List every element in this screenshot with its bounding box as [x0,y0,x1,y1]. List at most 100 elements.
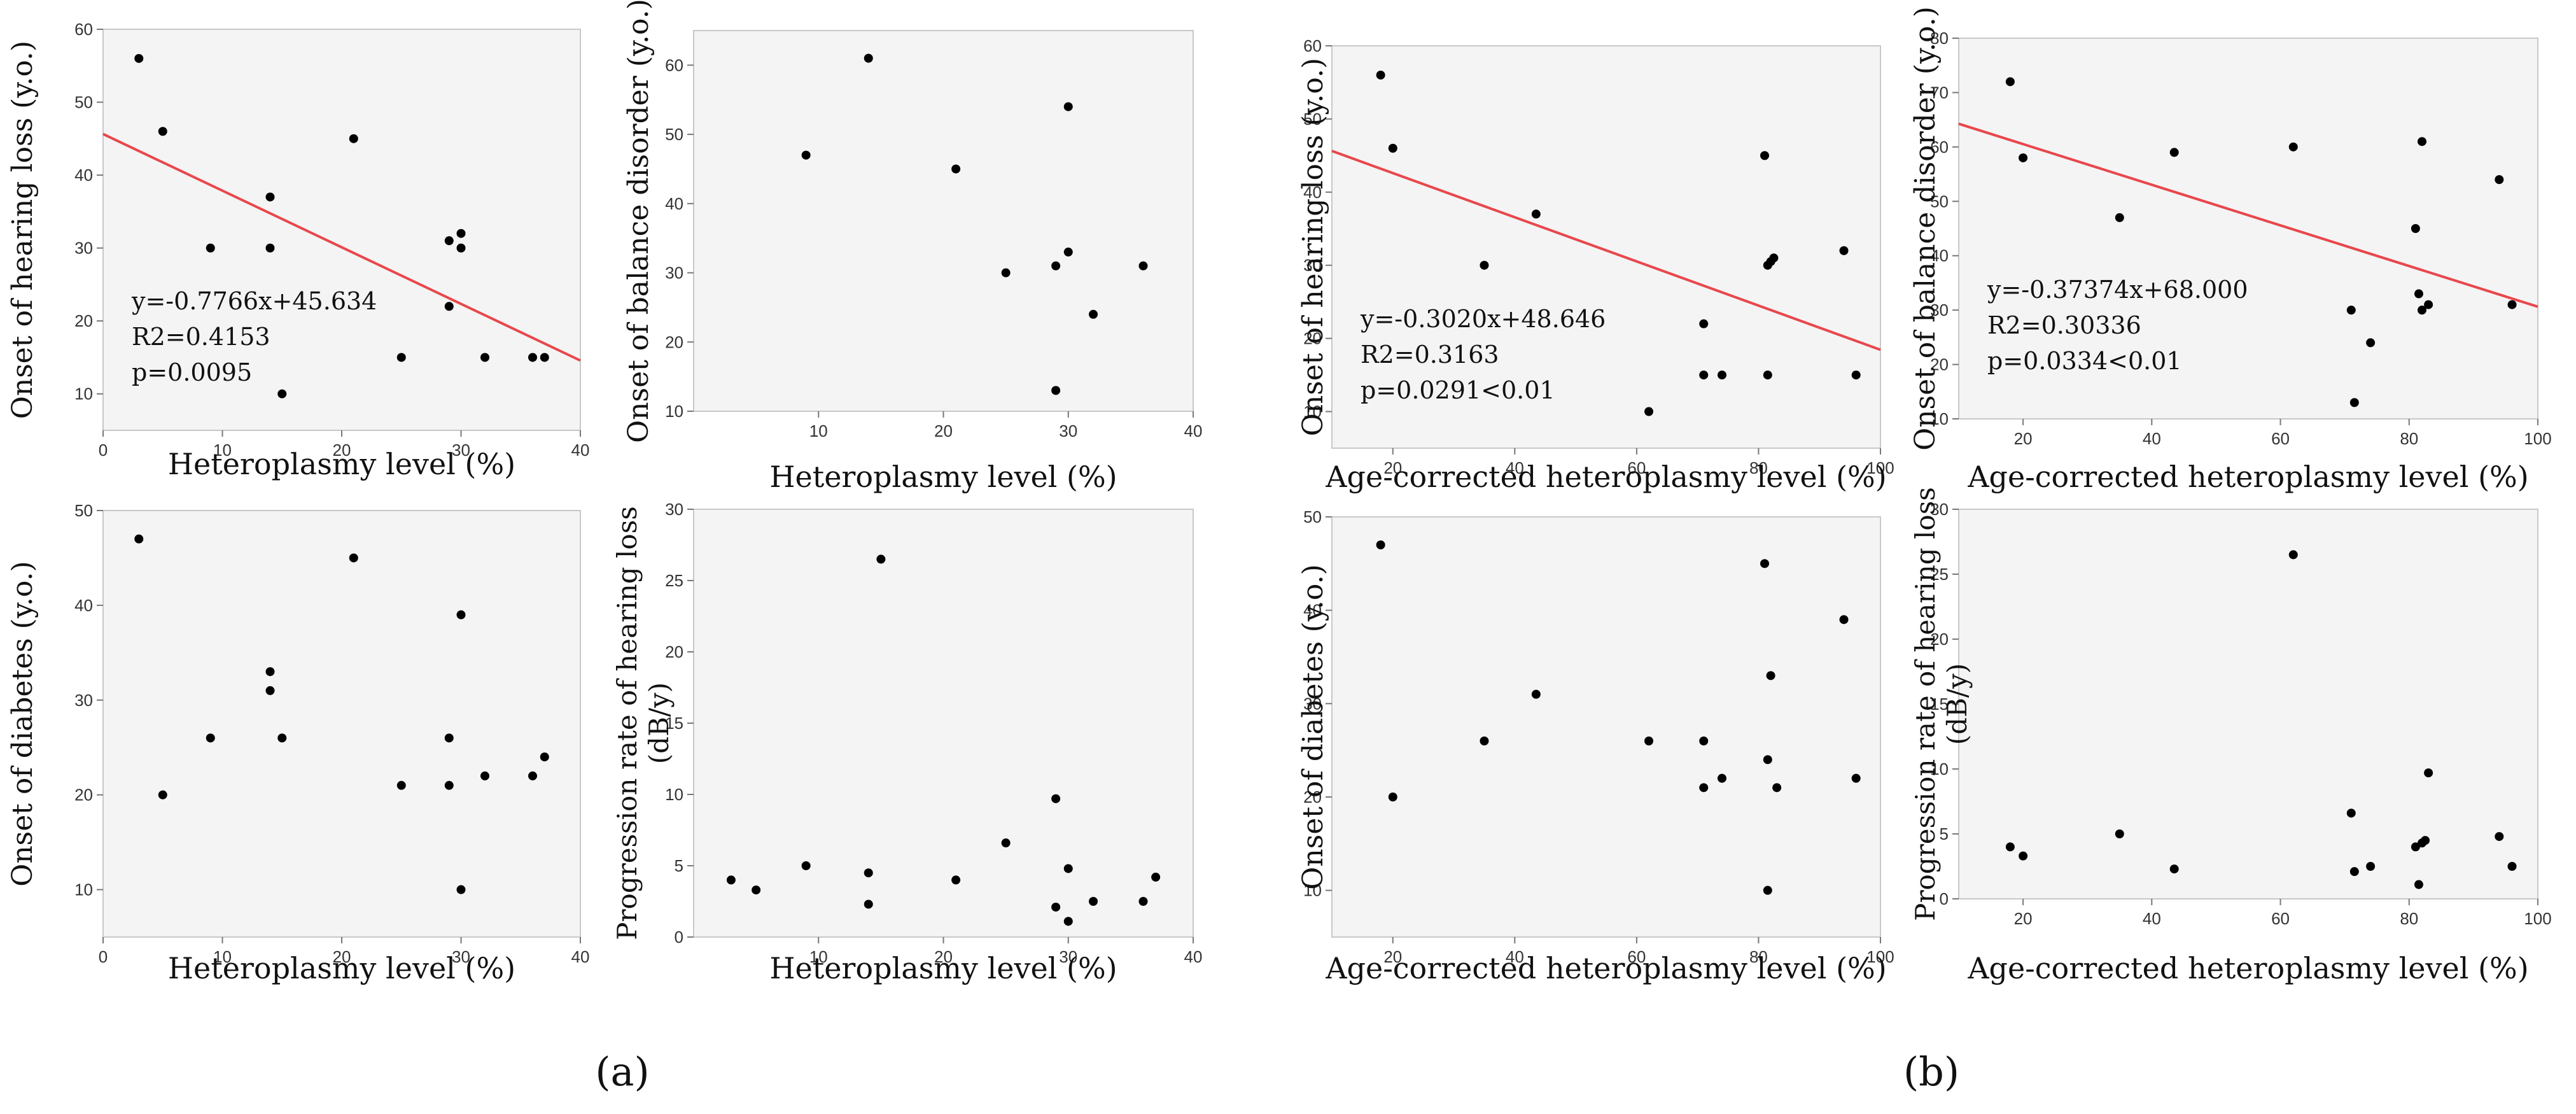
data-point [134,53,144,63]
data-point [1699,737,1709,745]
panel-label-a: (a) [595,1048,649,1095]
y-tick-label: 30 [665,500,683,519]
data-point [1063,864,1073,873]
data-point [1699,370,1709,380]
x-tick-label: 0 [99,947,108,966]
chart-a3: 0 10 20 30 40 10 20 30 40 50 Heteroplasmy level (%… [6,501,589,985]
x-tick-label: 20 [1383,458,1402,477]
x-tick-label: 40 [1506,947,1524,966]
data-point [277,733,287,743]
x-tick-label: 30 [1059,947,1077,966]
x-tick-label: 20 [934,421,953,441]
x-tick-label: 40 [1506,458,1524,477]
y-tick-label: 40 [74,166,93,185]
x-tick-label: 20 [333,947,351,966]
data-point [1772,783,1782,793]
y-tick-label: 10 [74,384,93,404]
data-point [2115,213,2124,222]
x-tick-label: 20 [2014,909,2033,928]
x-axis-label: Heteroplasmy level (%) [769,951,1117,985]
y-axis-label: Onset of hearing loss (y.o.) [6,41,39,419]
data-point [2414,289,2423,299]
data-point [1763,755,1772,765]
data-point [726,875,736,885]
data-point [2288,142,2298,152]
data-point [1644,407,1654,416]
y-tick-label: 30 [665,264,683,283]
data-point [2115,829,2124,838]
data-point [1480,260,1489,270]
data-point [2495,175,2504,185]
data-point [2411,842,2420,852]
y-tick-label: 20 [1303,329,1322,348]
plot-area [102,510,581,938]
y-tick-label: 20 [1303,787,1322,807]
data-point [1063,247,1073,257]
annotation-line-1: R2=0.3163 [1361,341,1499,369]
data-point [349,553,358,563]
y-tick-label: 80 [1930,29,1949,48]
data-point [349,134,358,143]
chart-b2: 20 40 60 80 100 10 20 30 40 50 60 70 80 y=-0.37374x+6… [1909,6,2552,494]
y-tick-label: 25 [1930,565,1949,584]
x-tick-label: 20 [934,947,953,966]
chart-b1: 20 40 60 80 100 10 20 30 40 50 60 y=-0.3020x+48.646… [1297,36,1894,494]
data-point [2421,836,2430,845]
x-tick-label: 100 [1866,458,1894,477]
y-tick-label: 15 [1930,694,1949,714]
y-tick-label: 15 [665,714,683,733]
y-axis-label: Onset of balance disorder (y.o.) [1909,6,1942,451]
data-point [2346,808,2356,818]
y-tick-label: 70 [1930,83,1949,102]
data-point [1051,261,1061,271]
y-tick-label: 30 [1930,500,1949,519]
data-point [1376,70,1385,80]
y-tick-label: 0 [675,927,683,947]
data-point [2414,880,2423,889]
y-tick-label: 40 [665,194,683,213]
x-tick-label: 40 [2143,909,2161,928]
data-point [864,868,873,878]
y-tick-label: 10 [665,785,683,804]
data-point [1138,897,1148,906]
x-tick-label: 80 [2400,429,2418,448]
annotation-line-0: y=-0.3020x+48.646 [1360,305,1606,333]
x-axis-label: Age-corrected heteroplasmy level (%) [1325,460,1886,494]
annotation-line-1: R2=0.30336 [1987,311,2141,339]
x-tick-label: 30 [452,441,470,460]
y-tick-label: 20 [74,786,93,805]
y-axis-label-line-1: (dB/y) [643,682,675,764]
chart-a2: 10 20 30 40 10 20 30 40 50 60 Heteroplasmy level (… [622,0,1202,494]
data-point [2424,300,2433,309]
x-tick-label: 10 [809,947,828,966]
data-point [456,610,466,619]
y-tick-label: 10 [665,402,683,421]
plot-area [1958,38,2538,420]
data-point [480,771,489,780]
x-tick-label: 20 [1383,947,1402,966]
y-tick-label: 50 [74,501,93,520]
data-point [277,389,287,398]
data-point [1531,689,1541,699]
data-point [1388,793,1397,801]
trendline [102,132,581,362]
data-point [2507,300,2517,309]
data-point [2169,864,2179,874]
data-point [1001,838,1011,848]
data-point [801,150,811,160]
data-point [265,686,275,695]
data-point [1839,615,1849,624]
x-tick-label: 60 [2271,429,2290,448]
y-tick-label: 30 [1303,694,1322,713]
x-axis-label: Heteroplasmy level (%) [769,460,1117,494]
y-tick-label: 20 [665,642,683,661]
data-point [2418,306,2426,315]
y-tick-label: 30 [74,239,93,258]
data-point [2411,224,2420,233]
y-tick-label: 10 [1930,409,1949,428]
data-point [1699,783,1709,793]
x-tick-label: 40 [1184,421,1203,441]
chart-a1: 0 10 20 30 40 10 20 30 40 50 60 y=-0.7766x+45.634 R2… [6,20,589,481]
y-tick-label: 20 [74,311,93,330]
data-point [1717,370,1726,380]
